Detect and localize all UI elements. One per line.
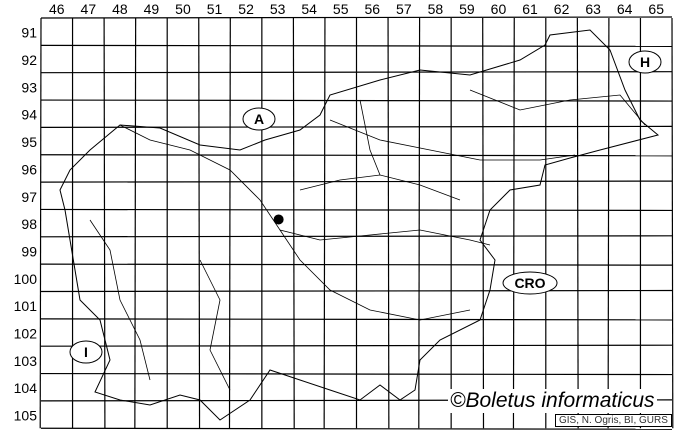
row-label: 99 — [21, 243, 37, 259]
column-label: 57 — [396, 1, 412, 17]
column-label: 53 — [270, 1, 286, 17]
credit-text: GIS, N. Ogris, BI, GURS — [555, 414, 672, 427]
column-label: 49 — [144, 1, 160, 17]
column-label: 51 — [207, 1, 223, 17]
column-label: 65 — [648, 1, 664, 17]
rivers — [89, 89, 646, 391]
grid-column-line — [607, 17, 610, 429]
column-label: 61 — [522, 1, 538, 17]
grid-column-line — [482, 17, 485, 429]
grid-row-line — [40, 16, 673, 19]
row-label: 95 — [21, 134, 37, 150]
column-label: 59 — [459, 1, 475, 17]
column-label: 58 — [428, 1, 444, 17]
grid-column-line — [39, 17, 42, 429]
column-label: 46 — [49, 1, 65, 17]
grid-row-line — [40, 71, 673, 74]
grid-column-line — [292, 17, 295, 429]
column-label: 56 — [364, 1, 380, 17]
svg-text:H: H — [640, 54, 650, 70]
country-label-italy: I — [69, 340, 103, 364]
row-label: 105 — [14, 408, 38, 424]
grid-lines — [39, 16, 674, 430]
svg-text:CRO: CRO — [514, 275, 545, 291]
column-label: 47 — [81, 1, 97, 17]
grid-column-line — [103, 17, 106, 429]
row-label: 100 — [14, 271, 38, 287]
country-border — [59, 29, 660, 421]
grid-column-line — [323, 17, 326, 429]
column-labels: 46 47 48 49 50 51 52 53 54 55 56 57 58 59 60 61 62 63 64 65 — [49, 1, 664, 17]
occurrence-dot — [273, 214, 284, 225]
svg-text:I: I — [84, 344, 88, 360]
column-label: 55 — [333, 1, 349, 17]
grid-column-line — [198, 17, 201, 429]
column-label: 63 — [585, 1, 601, 17]
row-label: 92 — [21, 52, 37, 68]
grid-row-line — [40, 427, 673, 430]
row-label: 97 — [21, 189, 37, 205]
row-label: 103 — [14, 353, 38, 369]
row-labels: 91 92 93 94 95 96 97 98 99 100 101 102 103 104 105 — [14, 25, 38, 424]
column-label: 54 — [301, 1, 317, 17]
grid-column-line — [228, 17, 231, 429]
grid-row-line — [40, 263, 673, 266]
grid-column-line — [671, 17, 674, 429]
row-label: 98 — [21, 216, 37, 232]
column-label: 64 — [617, 1, 633, 17]
grid-row-line — [40, 372, 673, 376]
column-label: 62 — [554, 1, 570, 17]
country-labels: A H CRO I — [69, 50, 662, 364]
row-label: 93 — [21, 79, 37, 95]
grid-row-line — [40, 289, 673, 293]
row-label: 102 — [14, 326, 38, 342]
country-label-croatia: CRO — [502, 271, 558, 295]
country-label-austria: A — [242, 107, 276, 131]
row-label: 91 — [21, 25, 37, 41]
grid-column-line — [387, 17, 390, 429]
column-label: 48 — [112, 1, 128, 17]
copyright-text: ©Boletus informaticus — [448, 389, 657, 413]
row-label: 101 — [14, 298, 38, 314]
grid-column-line — [512, 17, 515, 429]
column-label: 52 — [238, 1, 254, 17]
row-label: 96 — [21, 161, 37, 177]
grid-column-line — [418, 17, 421, 429]
country-label-hungary: H — [628, 50, 662, 74]
grid-row-line — [40, 318, 673, 321]
grid-row-line — [40, 208, 673, 212]
row-label: 94 — [21, 107, 37, 123]
grid-row-line — [40, 44, 673, 47]
grid-column-line — [576, 17, 579, 429]
grid-row-line — [40, 344, 673, 347]
grid-row-line — [40, 154, 673, 157]
svg-text:A: A — [254, 111, 264, 127]
grid-row-line — [40, 180, 673, 183]
row-label: 104 — [14, 380, 38, 396]
column-label: 60 — [491, 1, 507, 17]
column-label: 50 — [175, 1, 191, 17]
occurrence-points — [273, 214, 284, 225]
grid-column-line — [134, 17, 137, 429]
